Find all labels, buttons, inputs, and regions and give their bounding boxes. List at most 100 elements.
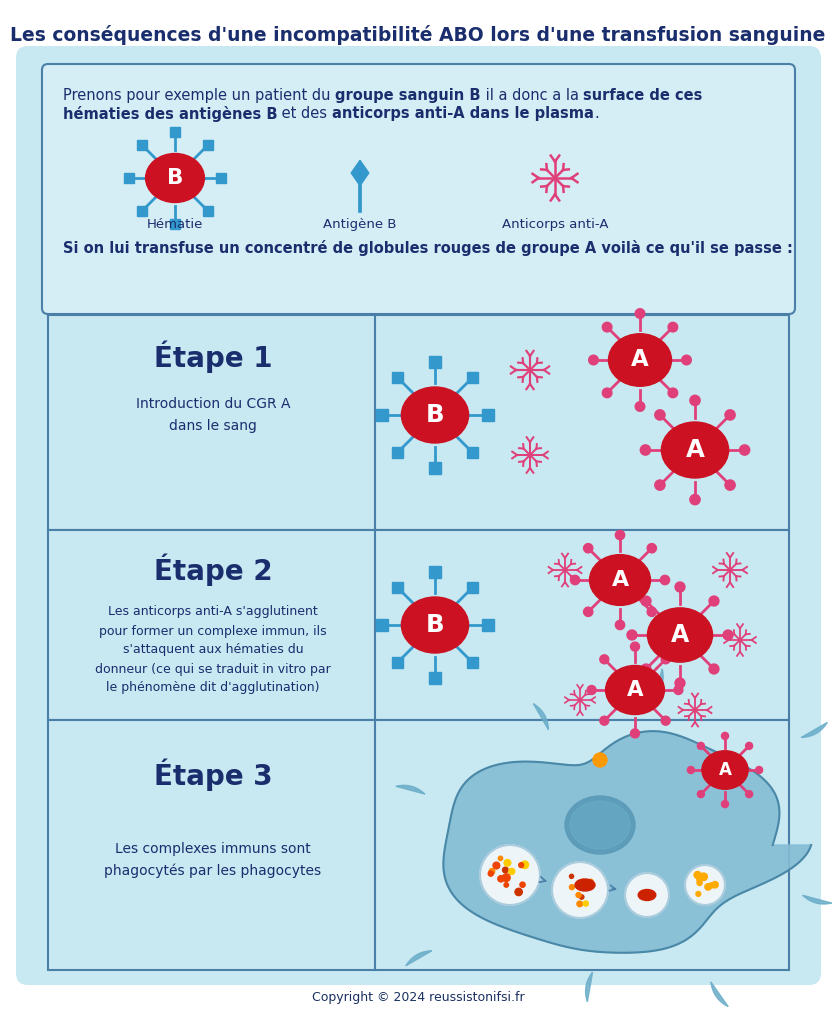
Polygon shape xyxy=(391,372,403,383)
Circle shape xyxy=(588,880,593,885)
Circle shape xyxy=(579,886,584,890)
Circle shape xyxy=(667,323,677,332)
Circle shape xyxy=(708,596,718,606)
Polygon shape xyxy=(170,127,180,137)
Polygon shape xyxy=(443,731,810,952)
Text: A: A xyxy=(685,438,704,462)
Circle shape xyxy=(674,678,684,688)
Circle shape xyxy=(521,861,528,868)
Circle shape xyxy=(695,892,700,896)
Text: Les anticorps anti-A s'agglutinent
pour former un complexe immun, ils
s'attaquen: Les anticorps anti-A s'agglutinent pour … xyxy=(95,605,330,694)
Circle shape xyxy=(586,685,595,694)
Text: A: A xyxy=(717,761,731,779)
Circle shape xyxy=(660,716,670,725)
Circle shape xyxy=(755,767,762,773)
Circle shape xyxy=(575,893,580,898)
Ellipse shape xyxy=(660,422,727,478)
Circle shape xyxy=(614,621,624,630)
FancyBboxPatch shape xyxy=(48,530,788,720)
Ellipse shape xyxy=(647,608,711,663)
Circle shape xyxy=(579,880,585,886)
Text: Antigène B: Antigène B xyxy=(323,218,396,231)
Circle shape xyxy=(646,607,655,616)
Polygon shape xyxy=(391,656,403,668)
Circle shape xyxy=(497,856,502,860)
Text: groupe sanguin B: groupe sanguin B xyxy=(334,88,480,103)
Polygon shape xyxy=(482,620,493,631)
Polygon shape xyxy=(202,206,212,216)
Circle shape xyxy=(624,873,668,918)
Text: Étape 3: Étape 3 xyxy=(154,759,272,792)
Ellipse shape xyxy=(637,890,655,900)
Text: Les conséquences d'une incompatibilité ABO lors d'une transfusion sanguine: Les conséquences d'une incompatibilité A… xyxy=(10,25,824,45)
Text: il a donc a la: il a donc a la xyxy=(480,88,583,103)
Polygon shape xyxy=(376,620,388,631)
Circle shape xyxy=(614,530,624,540)
Polygon shape xyxy=(466,446,477,458)
Text: .: . xyxy=(594,106,598,121)
Ellipse shape xyxy=(701,751,747,790)
Circle shape xyxy=(654,480,665,490)
Circle shape xyxy=(745,742,752,750)
Circle shape xyxy=(711,882,717,888)
Circle shape xyxy=(686,767,694,773)
Circle shape xyxy=(646,544,655,553)
Polygon shape xyxy=(351,161,369,185)
Circle shape xyxy=(576,901,582,906)
Polygon shape xyxy=(482,410,493,421)
Circle shape xyxy=(654,410,665,420)
Text: A: A xyxy=(670,623,688,647)
Circle shape xyxy=(640,596,650,606)
Text: A: A xyxy=(630,348,648,372)
Text: Copyright © 2024 reussistonifsi.fr: Copyright © 2024 reussistonifsi.fr xyxy=(311,991,523,1005)
Circle shape xyxy=(696,878,701,883)
Circle shape xyxy=(708,664,718,674)
Ellipse shape xyxy=(608,334,670,386)
Circle shape xyxy=(568,874,573,879)
Ellipse shape xyxy=(401,387,468,443)
Ellipse shape xyxy=(564,796,635,854)
Polygon shape xyxy=(202,140,212,151)
Circle shape xyxy=(626,630,636,640)
Circle shape xyxy=(673,685,682,694)
Circle shape xyxy=(708,883,713,888)
Circle shape xyxy=(681,355,691,365)
FancyBboxPatch shape xyxy=(48,315,788,530)
Text: Anticorps anti-A: Anticorps anti-A xyxy=(501,218,608,231)
FancyBboxPatch shape xyxy=(42,63,794,314)
Circle shape xyxy=(667,388,677,397)
Text: B: B xyxy=(426,613,444,637)
Circle shape xyxy=(660,654,670,664)
Circle shape xyxy=(568,885,573,890)
Circle shape xyxy=(492,862,499,869)
Circle shape xyxy=(696,791,704,798)
Circle shape xyxy=(583,607,592,616)
Text: Étape 1: Étape 1 xyxy=(154,341,272,374)
Polygon shape xyxy=(710,982,727,1007)
Circle shape xyxy=(699,873,706,881)
Circle shape xyxy=(599,654,608,664)
Circle shape xyxy=(738,444,749,455)
Circle shape xyxy=(508,868,514,874)
Ellipse shape xyxy=(145,154,204,203)
Circle shape xyxy=(588,355,598,365)
Polygon shape xyxy=(391,582,403,594)
Circle shape xyxy=(583,901,588,906)
Circle shape xyxy=(722,630,732,640)
Circle shape xyxy=(724,410,734,420)
Polygon shape xyxy=(429,356,441,368)
Circle shape xyxy=(488,868,494,874)
Circle shape xyxy=(602,388,611,397)
Polygon shape xyxy=(466,372,477,383)
Text: B: B xyxy=(166,168,183,188)
Circle shape xyxy=(689,495,699,505)
Polygon shape xyxy=(395,785,425,794)
Circle shape xyxy=(502,873,510,882)
FancyBboxPatch shape xyxy=(48,720,788,970)
Text: Les complexes immuns sont
phagocytés par les phagocytes: Les complexes immuns sont phagocytés par… xyxy=(104,842,321,879)
Circle shape xyxy=(674,582,684,592)
Text: Hématie: Hématie xyxy=(146,218,203,231)
Circle shape xyxy=(602,323,611,332)
Polygon shape xyxy=(137,140,147,151)
Text: Étape 2: Étape 2 xyxy=(154,554,272,587)
